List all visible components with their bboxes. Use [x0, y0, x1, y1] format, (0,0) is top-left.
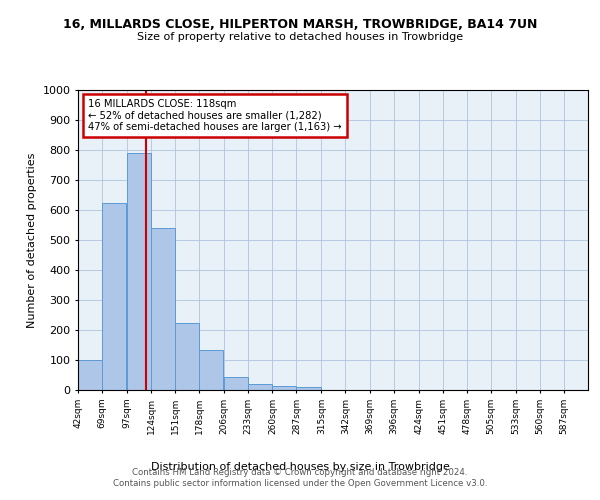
Bar	[296, 387, 320, 390]
Bar	[272, 386, 296, 390]
Bar	[199, 350, 223, 390]
Bar	[127, 153, 151, 390]
Bar	[224, 376, 248, 390]
Text: Distribution of detached houses by size in Trowbridge: Distribution of detached houses by size …	[151, 462, 449, 472]
Text: Contains HM Land Registry data © Crown copyright and database right 2024.
Contai: Contains HM Land Registry data © Crown c…	[113, 468, 487, 487]
Bar	[102, 202, 126, 390]
Bar	[151, 228, 175, 390]
Bar	[248, 384, 272, 390]
Text: 16, MILLARDS CLOSE, HILPERTON MARSH, TROWBRIDGE, BA14 7UN: 16, MILLARDS CLOSE, HILPERTON MARSH, TRO…	[63, 18, 537, 30]
Bar	[78, 360, 102, 390]
Bar	[175, 322, 199, 390]
Text: Size of property relative to detached houses in Trowbridge: Size of property relative to detached ho…	[137, 32, 463, 42]
Y-axis label: Number of detached properties: Number of detached properties	[27, 152, 37, 328]
Text: 16 MILLARDS CLOSE: 118sqm
← 52% of detached houses are smaller (1,282)
47% of se: 16 MILLARDS CLOSE: 118sqm ← 52% of detac…	[88, 99, 342, 132]
